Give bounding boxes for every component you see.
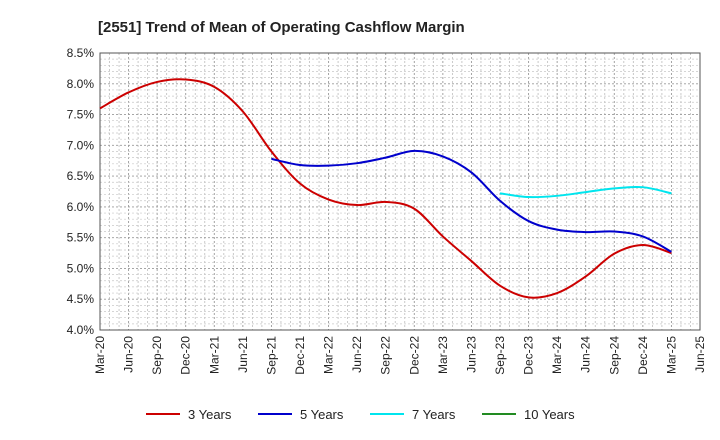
y-tick-label: 6.0% <box>67 200 95 214</box>
x-tick-label: Jun-24 <box>579 336 593 373</box>
x-tick-label: Sep-22 <box>379 336 393 375</box>
x-tick-label: Mar-22 <box>322 336 336 374</box>
x-tick-label: Dec-21 <box>293 336 307 375</box>
x-tick-label: Dec-24 <box>636 336 650 375</box>
y-tick-label: 4.5% <box>67 292 95 306</box>
y-tick-label: 7.0% <box>67 138 95 152</box>
x-tick-label: Dec-20 <box>179 336 193 375</box>
y-tick-label: 8.5% <box>67 46 95 60</box>
y-tick-label: 7.5% <box>67 108 95 122</box>
legend-label-7-years: 7 Years <box>412 407 456 422</box>
x-tick-label: Jun-25 <box>693 336 707 373</box>
x-tick-label: Jun-23 <box>464 336 478 373</box>
legend: 3 Years 5 Years 7 Years 10 Years <box>146 407 575 422</box>
legend-label-3-years: 3 Years <box>188 407 232 422</box>
chart-title: [2551] Trend of Mean of Operating Cashfl… <box>98 19 465 36</box>
y-tick-label: 5.0% <box>67 261 95 275</box>
plot-frame <box>99 52 701 331</box>
legend-label-5-years: 5 Years <box>300 407 344 422</box>
x-tick-label: Dec-22 <box>407 336 421 375</box>
series-line-7-years <box>499 185 672 199</box>
series-line-3-years <box>99 78 672 299</box>
x-tick-label: Mar-25 <box>664 336 678 374</box>
x-tick-label: Mar-20 <box>93 336 107 374</box>
x-tick-label: Jun-21 <box>236 336 250 373</box>
legend-label-10-years: 10 Years <box>524 407 575 422</box>
x-tick-label: Mar-21 <box>207 336 221 374</box>
x-tick-label: Dec-23 <box>522 336 536 375</box>
x-tick-label: Jun-20 <box>122 336 136 373</box>
y-tick-label: 4.0% <box>67 323 95 337</box>
plot-background <box>100 53 700 330</box>
y-tick-label: 8.0% <box>67 77 95 91</box>
x-tick-label: Jun-22 <box>350 336 364 373</box>
x-tick-label: Sep-21 <box>264 336 278 375</box>
series-line-5-years <box>271 149 672 253</box>
x-tick-label: Sep-20 <box>150 336 164 375</box>
x-tick-label: Mar-24 <box>550 336 564 374</box>
y-tick-label: 5.5% <box>67 231 95 245</box>
x-tick-label: Mar-23 <box>436 336 450 374</box>
x-tick-label: Sep-24 <box>607 336 621 375</box>
plot-area: 4.0% 4.5% 5.0% 5.5% 6.0% 6.5% 7.0% 7.5% 8.0% 8.5%… <box>67 46 707 375</box>
y-tick-label: 6.5% <box>67 169 95 183</box>
x-tick-label: Sep-23 <box>493 336 507 375</box>
